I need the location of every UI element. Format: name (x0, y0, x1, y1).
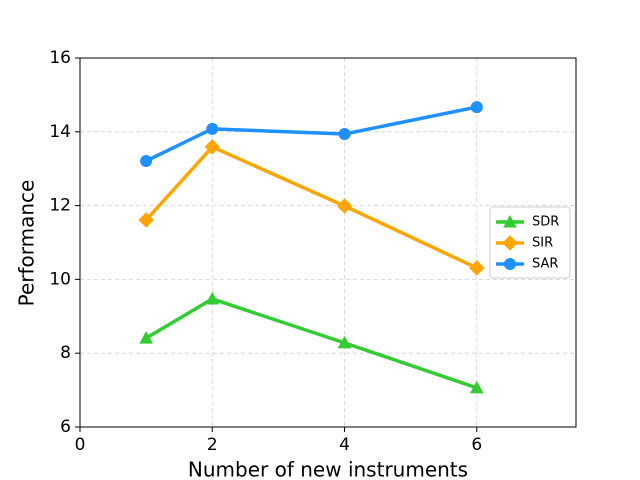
marker (138, 212, 154, 228)
x-tick-label: 0 (75, 435, 86, 455)
x-tick-label: 2 (207, 435, 218, 455)
series-line (144, 144, 478, 270)
x-tick-label: 4 (339, 435, 350, 455)
marker (204, 139, 220, 155)
marker (469, 260, 485, 276)
legend-label: SDR (532, 215, 559, 230)
y-tick-label: 12 (49, 196, 71, 216)
marker (206, 122, 219, 135)
y-axis-label: Performance (15, 180, 39, 307)
marker (139, 331, 153, 344)
marker (205, 291, 220, 305)
legend-label: SAR (532, 257, 558, 272)
marker (140, 154, 153, 167)
marker (503, 214, 517, 228)
series-line (145, 105, 478, 163)
marker (469, 380, 484, 394)
marker (470, 101, 483, 114)
y-tick-label: 10 (49, 269, 71, 289)
legend-label: SIR (532, 236, 553, 251)
y-tick-label: 6 (60, 417, 71, 437)
marker (504, 258, 516, 270)
marker (502, 235, 518, 251)
x-axis-label: Number of new instruments (188, 458, 468, 480)
marker (337, 335, 352, 349)
marker (336, 198, 353, 214)
y-tick-label: 8 (60, 343, 71, 363)
x-tick-label: 6 (471, 435, 482, 455)
series-line (145, 297, 478, 390)
plot-frame (79, 57, 577, 428)
marker (338, 128, 351, 141)
y-tick-label: 16 (49, 48, 71, 68)
y-tick-label: 14 (49, 122, 71, 142)
